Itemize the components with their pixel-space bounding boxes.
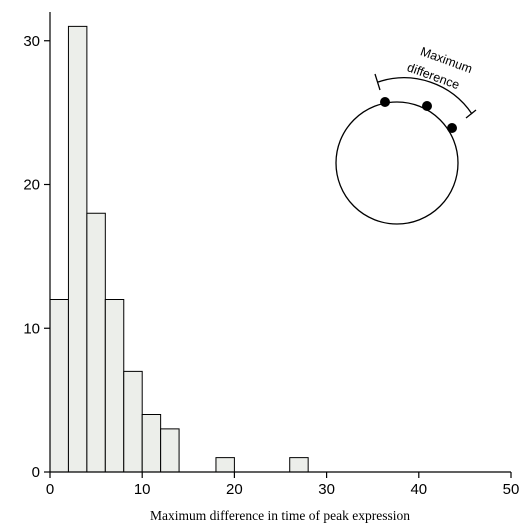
histogram-bar-8-10 xyxy=(123,370,143,473)
axes xyxy=(49,12,511,473)
y-tick-label: 0 xyxy=(32,464,40,481)
x-tick-label: 30 xyxy=(318,481,335,498)
peak-point-2 xyxy=(422,101,432,111)
peak-point-3 xyxy=(447,123,457,133)
histogram-bar-2-4 xyxy=(67,25,88,473)
x-tick-label: 40 xyxy=(410,481,427,498)
y-axis-ticks: 0 10 20 30 xyxy=(23,33,50,481)
peak-point-1 xyxy=(380,97,390,107)
max-difference-arc xyxy=(377,77,473,115)
y-tick-label: 20 xyxy=(23,177,40,194)
histogram-bar-0-2 xyxy=(49,299,69,473)
arc-right-cap xyxy=(465,109,477,119)
histogram-bar-6-8 xyxy=(104,299,125,473)
x-tick-label: 20 xyxy=(226,481,243,498)
inset-circle xyxy=(335,101,459,225)
y-tick-label: 30 xyxy=(23,33,40,50)
x-axis-ticks: 0 10 20 30 40 50 xyxy=(46,472,520,498)
histogram-bar-18-20 xyxy=(215,457,235,473)
x-tick-label: 10 xyxy=(134,481,151,498)
inset-circle-diagram: Maximum difference xyxy=(335,44,477,225)
x-axis-label: Maximum difference in time of peak expre… xyxy=(150,508,410,523)
histogram-bars xyxy=(49,25,309,473)
x-tick-label: 50 xyxy=(503,481,520,498)
histogram-bar-26-28 xyxy=(289,457,309,473)
histogram-bar-10-12 xyxy=(141,414,162,473)
arc-left-cap xyxy=(374,73,381,91)
y-tick-label: 10 xyxy=(23,320,40,337)
histogram-bar-4-6 xyxy=(86,212,106,473)
x-tick-label: 0 xyxy=(46,481,54,498)
histogram-bar-12-14 xyxy=(160,428,180,473)
